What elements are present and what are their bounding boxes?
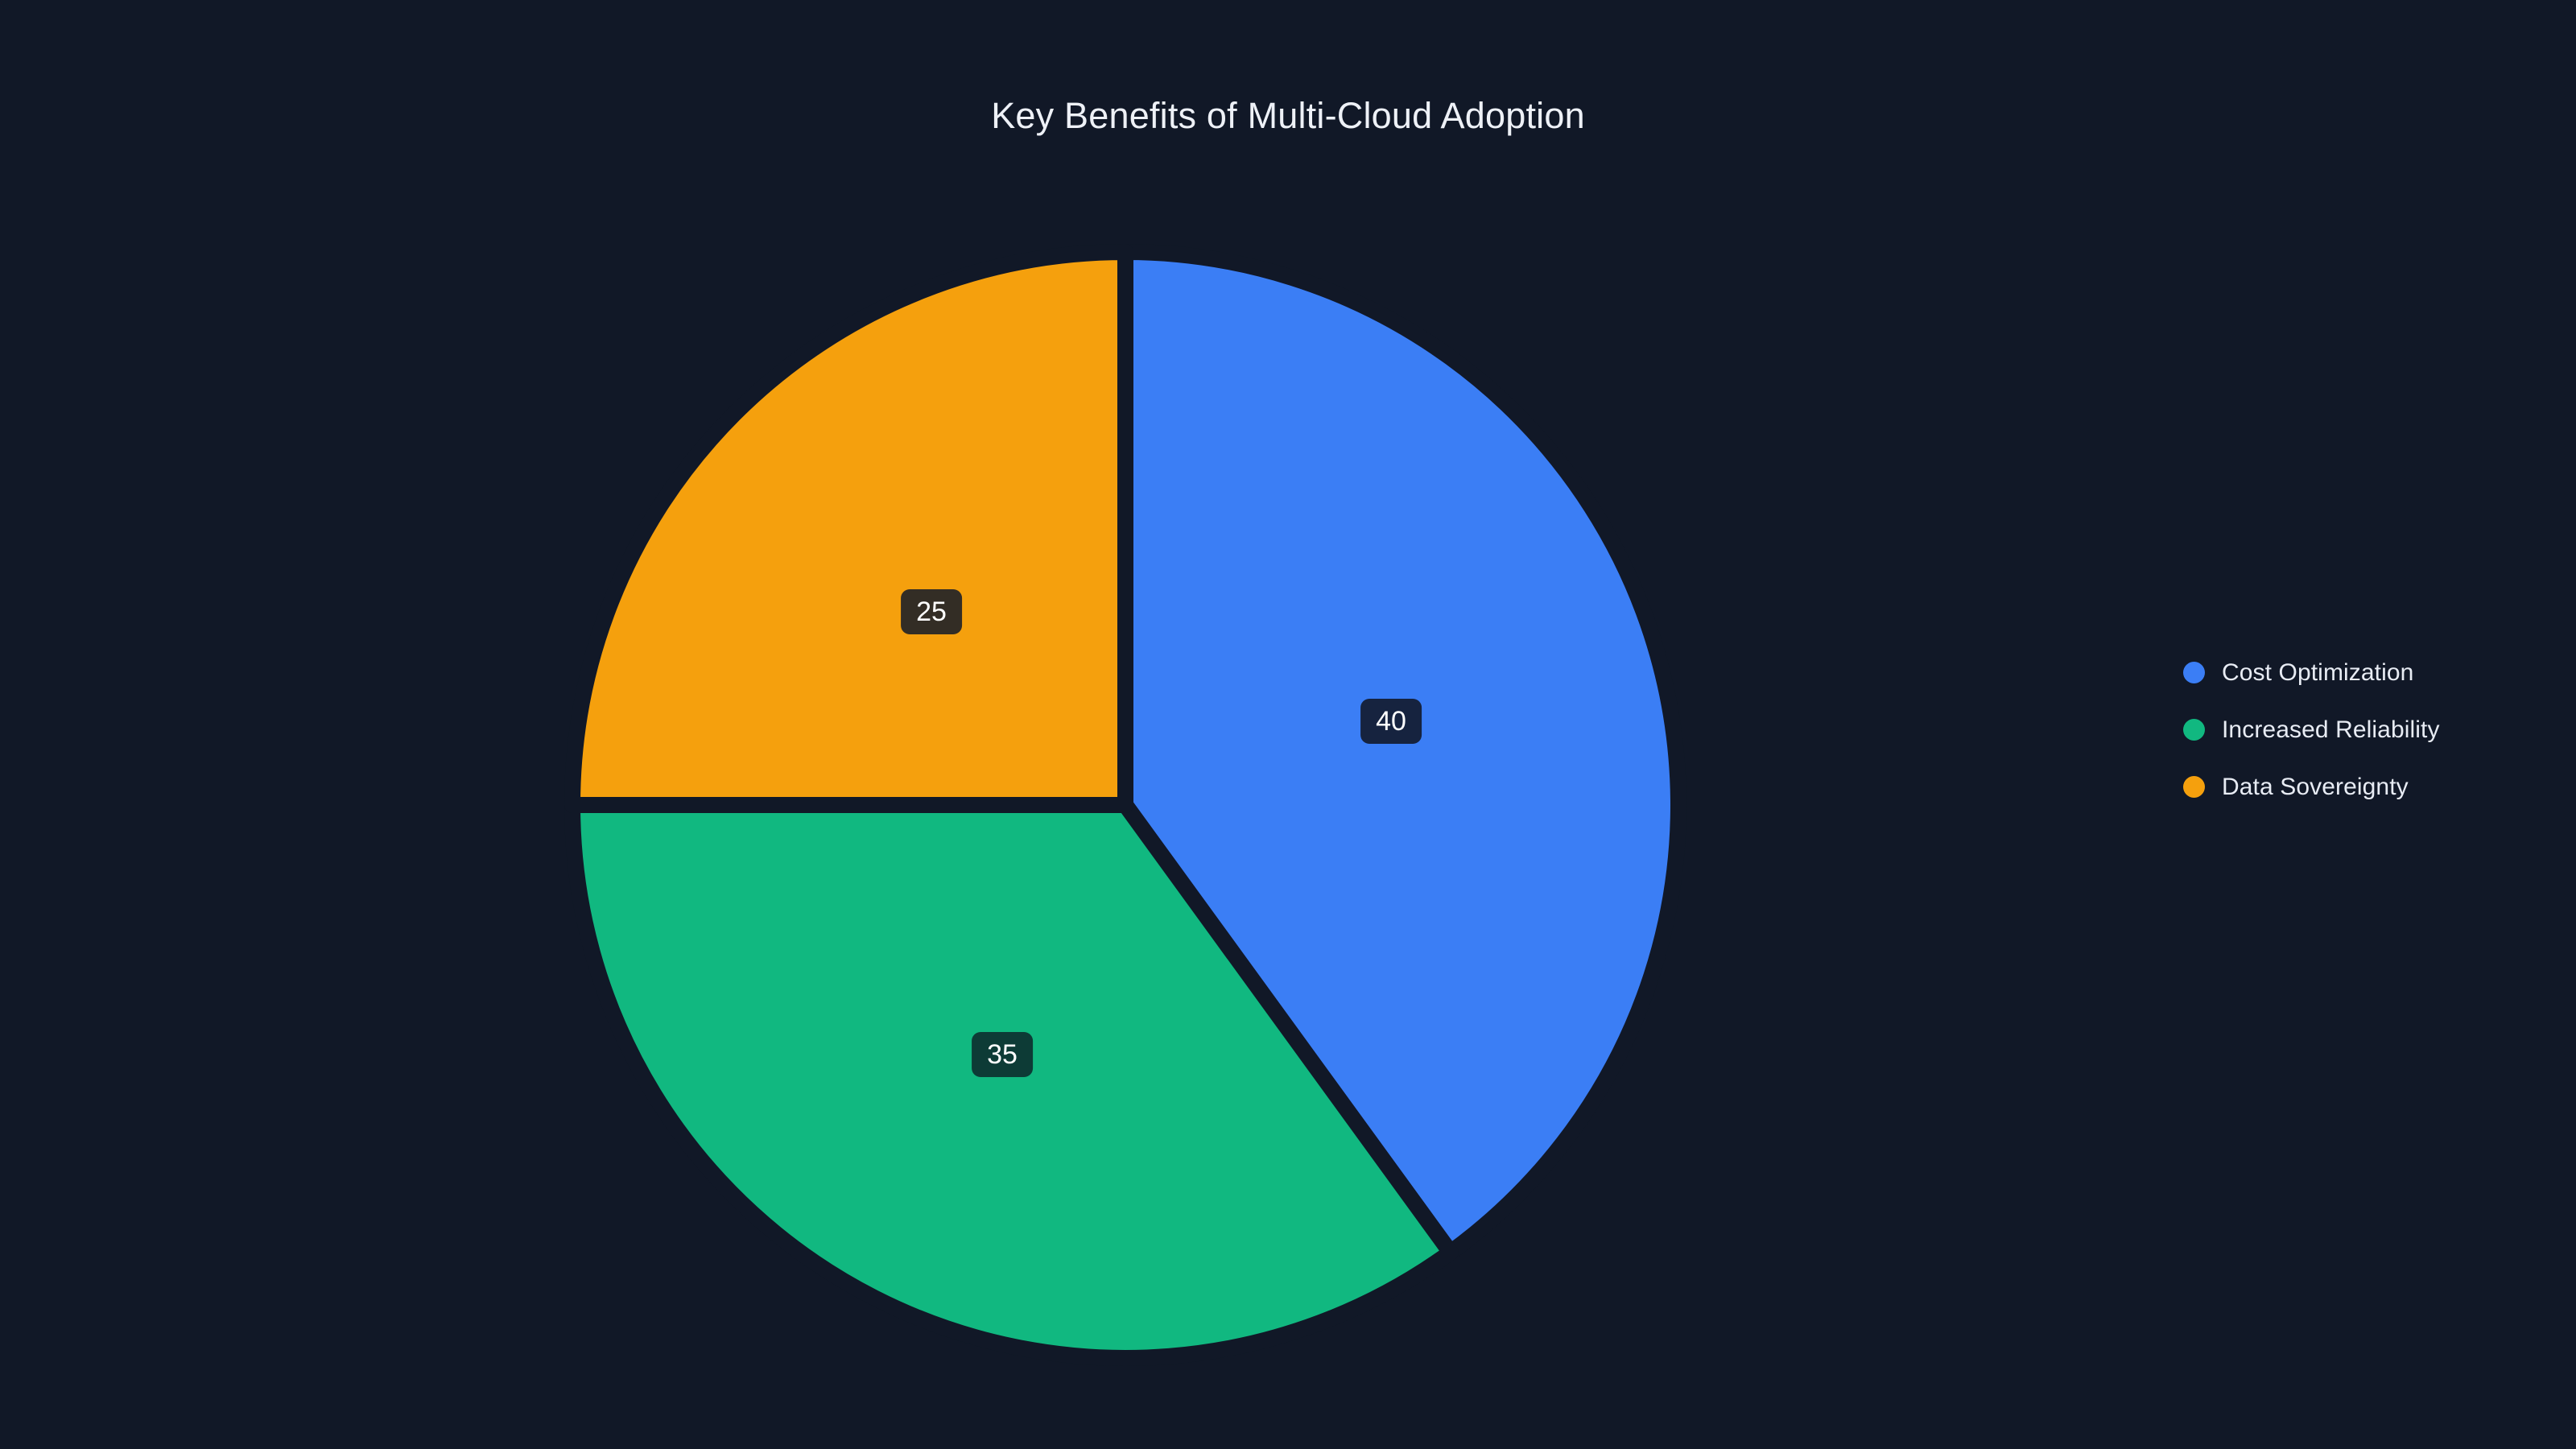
chart-legend: Cost Optimization Increased Reliability Da… xyxy=(2183,644,2440,815)
legend-color-swatch-icon xyxy=(2183,719,2205,741)
pie-slice[interactable] xyxy=(564,797,1459,1366)
pie-slice[interactable] xyxy=(564,244,1133,813)
legend-color-swatch-icon xyxy=(2183,662,2205,683)
legend-item[interactable]: Data Sovereignty xyxy=(2183,758,2440,815)
chart-title: Key Benefits of Multi-Cloud Adoption xyxy=(991,95,1585,136)
legend-item-label: Cost Optimization xyxy=(2222,658,2414,686)
pie-slices-group xyxy=(564,244,1686,1366)
pie-slice[interactable] xyxy=(1117,244,1686,1261)
legend-item[interactable]: Cost Optimization xyxy=(2183,644,2440,701)
legend-color-swatch-icon xyxy=(2183,776,2205,798)
legend-item-label: Data Sovereignty xyxy=(2222,773,2409,800)
pie-slice-value-label: 40 xyxy=(1360,699,1422,744)
legend-item-label: Increased Reliability xyxy=(2222,716,2440,743)
legend-item[interactable]: Increased Reliability xyxy=(2183,701,2440,758)
pie-slice-value-label: 35 xyxy=(972,1032,1033,1077)
pie-slice-value-label: 25 xyxy=(901,589,962,634)
